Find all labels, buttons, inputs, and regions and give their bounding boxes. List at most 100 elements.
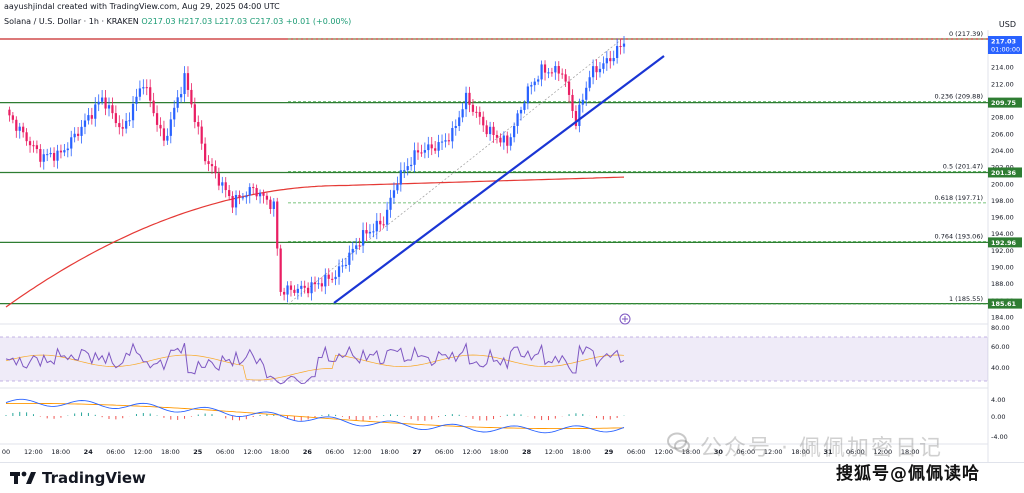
tradingview-logo[interactable]: TradingView <box>10 469 146 487</box>
candle <box>282 287 286 301</box>
candle-body <box>519 109 523 114</box>
candle <box>327 268 330 286</box>
candle-body <box>475 111 478 113</box>
candle <box>410 157 413 171</box>
candle-body <box>320 283 323 287</box>
candle-body <box>396 184 399 191</box>
panels <box>0 30 989 463</box>
candle-body <box>598 68 602 73</box>
candle-body <box>128 120 131 122</box>
candle-body <box>313 282 317 285</box>
candle-body <box>70 137 73 149</box>
candle <box>581 93 584 113</box>
candle-body <box>492 126 495 136</box>
candle <box>406 158 409 176</box>
candle-body <box>46 154 49 156</box>
candle <box>42 149 45 170</box>
time-tick: 12:00 <box>873 448 892 456</box>
chart-canvas[interactable]: 0 (217.39) 0.236 (209.88) 0.5 (201.47) 0.61… <box>0 0 1024 463</box>
time-tick: 18:00 <box>901 448 920 456</box>
candle <box>293 285 296 296</box>
candle-body <box>485 125 488 135</box>
candle <box>131 95 135 129</box>
candle-body <box>506 135 509 146</box>
time-tick: 28 <box>522 448 532 456</box>
candle-body <box>166 135 169 141</box>
candle <box>76 127 80 141</box>
candle <box>197 115 200 135</box>
candle-body <box>224 182 227 191</box>
candle <box>344 257 348 269</box>
candle <box>430 136 433 156</box>
candle <box>183 66 186 102</box>
candle <box>63 143 66 157</box>
candle-body <box>344 264 348 266</box>
candle <box>231 191 234 214</box>
candle <box>348 245 351 272</box>
candle-body <box>252 187 255 189</box>
candle-body <box>11 115 14 120</box>
candle <box>138 80 142 101</box>
candle-body <box>296 288 299 293</box>
candle-body <box>622 43 626 47</box>
candle <box>616 38 619 64</box>
candle <box>258 189 262 204</box>
candle-body <box>241 197 245 199</box>
rsi-tick: 60.00 <box>991 343 1010 351</box>
price-axis: 216.00214.00212.00210.00208.00206.00204.… <box>988 36 1022 441</box>
rsi-band <box>0 337 988 381</box>
candle <box>554 61 557 80</box>
candle <box>217 167 220 191</box>
candle <box>241 193 245 201</box>
candle-body <box>372 231 375 233</box>
candle <box>351 241 354 261</box>
candle-body <box>591 66 595 78</box>
candle-body <box>293 289 296 293</box>
price-tick: 206.00 <box>991 130 1014 138</box>
candle <box>104 89 107 116</box>
time-tick: 12:00 <box>134 448 153 456</box>
candle <box>447 133 451 146</box>
candle <box>622 36 626 54</box>
candle-body <box>231 196 234 208</box>
candle-body <box>111 105 114 114</box>
candle <box>564 69 567 87</box>
candle-body <box>392 190 396 198</box>
time-axis: 00 12:00 18:00 24 06:00 12:00 18:00 25 06:00 12:0… <box>2 448 920 456</box>
candle-body <box>234 194 238 208</box>
macd-tick: 0.00 <box>991 413 1005 421</box>
time-tick: 18:00 <box>682 448 701 456</box>
candle-body <box>121 127 124 129</box>
watermark-source: 搜狐号@佩佩读哈 <box>836 464 980 484</box>
candle <box>11 112 14 124</box>
candle-body <box>602 63 605 69</box>
candle-body <box>8 109 11 116</box>
rsi-panel <box>0 336 988 385</box>
candle-body <box>265 195 269 200</box>
candle-body <box>183 73 186 95</box>
candle-body <box>63 150 66 153</box>
candle-body <box>255 188 258 197</box>
candles <box>8 36 626 303</box>
time-tick: 25 <box>193 448 203 456</box>
candle <box>142 79 145 95</box>
trendline <box>333 55 665 304</box>
currency-label: USD <box>998 20 1016 29</box>
time-tick: 12:00 <box>243 448 262 456</box>
candle-body <box>379 220 382 225</box>
macd-line <box>5 398 625 434</box>
candle <box>265 192 269 205</box>
candle <box>334 270 337 286</box>
time-tick: 06:00 <box>325 448 344 456</box>
candle-body <box>131 103 135 121</box>
candle <box>313 276 317 292</box>
candle <box>595 59 598 80</box>
candle <box>382 216 385 229</box>
candle-body <box>149 87 152 101</box>
candle-body <box>193 104 196 123</box>
candle-body <box>537 79 540 82</box>
candle <box>375 213 378 240</box>
ohlc-open: O217.03 <box>141 17 176 26</box>
symbol-name[interactable]: Solana / U.S. Dollar · 1h · KRAKEN <box>4 17 139 26</box>
candle-body <box>516 113 519 126</box>
